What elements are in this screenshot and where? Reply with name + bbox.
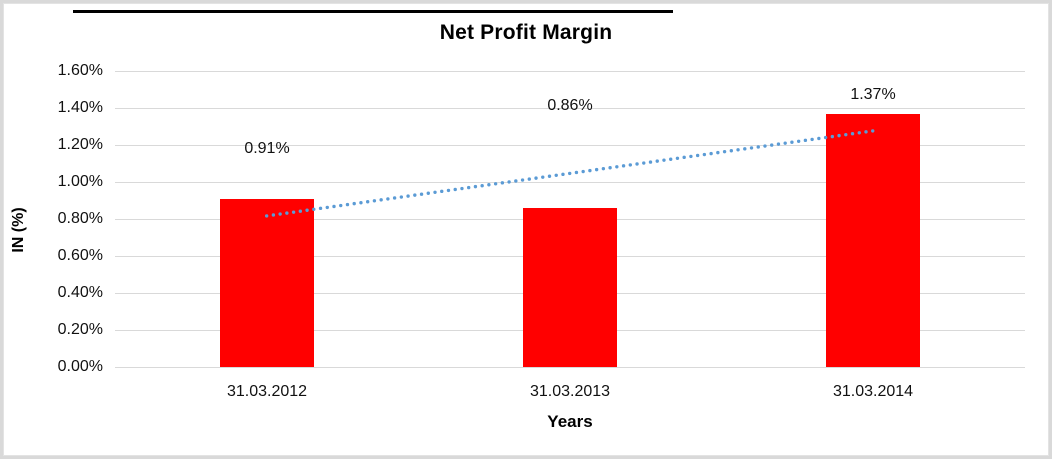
x-tick-label: 31.03.2013 [529, 383, 611, 400]
bar [220, 199, 314, 367]
y-tick-label: 1.20% [57, 136, 103, 153]
y-tick-label: 0.60% [57, 247, 103, 264]
trendline [264, 129, 876, 218]
gridline [115, 71, 1025, 72]
y-tick-label: 1.60% [57, 62, 103, 79]
chart-title: Net Profit Margin [439, 21, 613, 44]
y-tick-label: 0.40% [57, 284, 103, 301]
y-tick-label: 1.40% [57, 99, 103, 116]
bar [523, 208, 617, 367]
gridline [115, 108, 1025, 109]
bar [826, 114, 920, 367]
y-tick-label: 0.80% [57, 210, 103, 227]
data-label: 0.86% [547, 97, 593, 114]
top-border-rule [73, 10, 673, 13]
data-label: 0.91% [244, 140, 290, 157]
x-axis-title: Years [547, 412, 593, 431]
data-label: 1.37% [850, 86, 896, 103]
gridline [115, 367, 1025, 368]
y-axis-title: IN (%) [10, 207, 27, 253]
y-tick-label: 0.00% [57, 358, 103, 375]
y-tick-label: 1.00% [57, 173, 103, 190]
x-tick-label: 31.03.2012 [226, 383, 308, 400]
y-tick-label: 0.20% [57, 321, 103, 338]
x-tick-label: 31.03.2014 [832, 383, 914, 400]
